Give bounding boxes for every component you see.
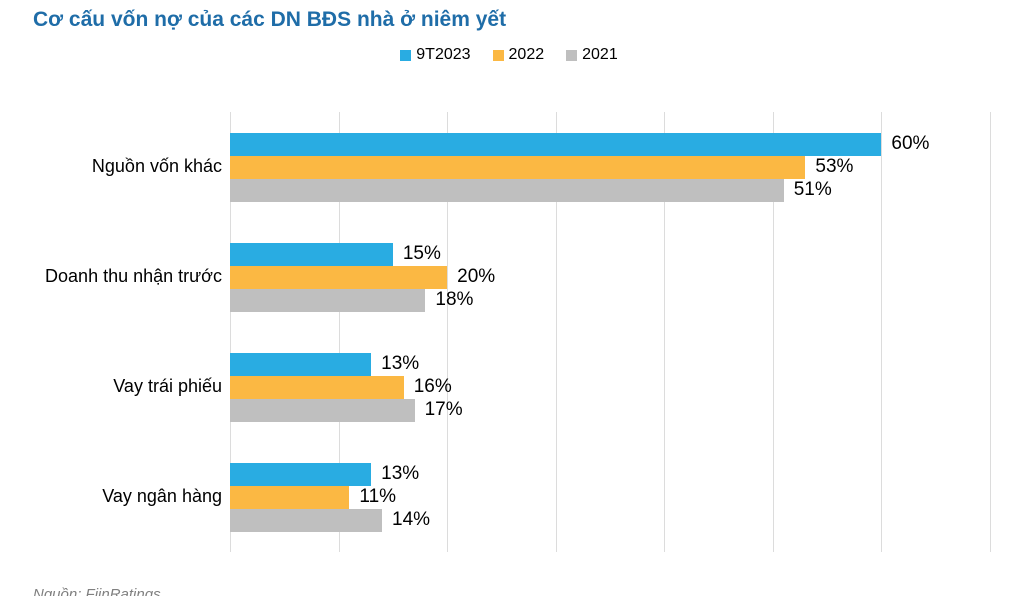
bar-stack: 60% 53% 51% [230, 112, 990, 222]
value-label: 18% [435, 289, 474, 310]
value-label: 60% [891, 133, 930, 154]
chart-title: Cơ cấu vốn nợ của các DN BĐS nhà ở niêm … [33, 8, 507, 31]
bar-2021 [230, 508, 382, 532]
bar-2021 [230, 288, 426, 312]
gridlines [230, 112, 991, 552]
legend-label: 9T2023 [416, 46, 471, 63]
category-group: Vay ngân hàng 13% 11% 14% [0, 442, 1018, 552]
bar-groups: Nguồn vốn khác 60% 53% 51% Doanh thu nhận tr… [0, 112, 1018, 552]
legend-item: 2021 [566, 46, 618, 64]
bar-9T2023 [230, 242, 393, 266]
legend-swatch-icon [566, 49, 578, 61]
gridline [555, 112, 557, 552]
bar-2022 [230, 375, 404, 399]
bar-row: 17% [230, 398, 990, 422]
gridline [338, 112, 340, 552]
value-label: 13% [381, 353, 420, 374]
legend: 9T2023 2022 2021 [0, 46, 1018, 64]
plot-area: Nguồn vốn khác 60% 53% 51% Doanh thu nhận tr… [0, 112, 1018, 552]
bar-stack: 13% 11% 14% [230, 442, 990, 552]
value-label: 53% [815, 156, 854, 177]
bar-row: 11% [230, 485, 990, 509]
category-label: Nguồn vốn khác [91, 156, 222, 177]
gridline [990, 112, 991, 552]
value-label: 14% [392, 509, 431, 530]
category-label: Vay trái phiếu [113, 376, 222, 397]
bar-9T2023 [230, 462, 372, 486]
value-label: 51% [793, 179, 832, 200]
bar-row: 20% [230, 265, 990, 289]
legend-label: 2021 [582, 46, 618, 63]
bar-row: 18% [230, 288, 990, 312]
bar-stack: 13% 16% 17% [230, 332, 990, 442]
category-group: Doanh thu nhận trước 15% 20% 18% [0, 222, 1018, 332]
value-label: 11% [359, 486, 397, 507]
category-label: Vay ngân hàng [102, 486, 222, 507]
bar-9T2023 [230, 132, 882, 156]
bar-2021 [230, 178, 784, 202]
value-label: 15% [402, 243, 441, 264]
value-label: 16% [413, 376, 452, 397]
bar-2022 [230, 485, 350, 509]
bar-row: 14% [230, 508, 990, 532]
source-text: Nguồn: FiinRatings [33, 586, 161, 596]
bar-9T2023 [230, 352, 372, 376]
bar-row: 51% [230, 178, 990, 202]
legend-swatch-icon [400, 49, 412, 61]
bar-row: 60% [230, 132, 990, 156]
bar-row: 53% [230, 155, 990, 179]
value-label: 20% [457, 266, 496, 287]
bar-stack: 15% 20% 18% [230, 222, 990, 332]
bar-row: 13% [230, 352, 990, 376]
legend-label: 2022 [508, 46, 545, 63]
bar-row: 16% [230, 375, 990, 399]
bar-row: 15% [230, 242, 990, 266]
value-label: 17% [424, 399, 463, 420]
category-group: Vay trái phiếu 13% 16% 17% [0, 332, 1018, 442]
category-label: Doanh thu nhận trước [45, 266, 222, 287]
gridline [447, 112, 449, 552]
bar-row: 13% [230, 462, 990, 486]
gridline [664, 112, 666, 552]
bar-2021 [230, 398, 415, 422]
gridline [881, 112, 883, 552]
legend-swatch-icon [492, 49, 504, 61]
category-group: Nguồn vốn khác 60% 53% 51% [0, 112, 1018, 222]
bar-2022 [230, 265, 448, 289]
legend-item: 9T2023 [400, 46, 471, 64]
gridline [772, 112, 774, 552]
value-label: 13% [381, 463, 420, 484]
legend-item: 2022 [492, 46, 545, 64]
gridline [230, 112, 231, 552]
bar-2022 [230, 155, 806, 179]
